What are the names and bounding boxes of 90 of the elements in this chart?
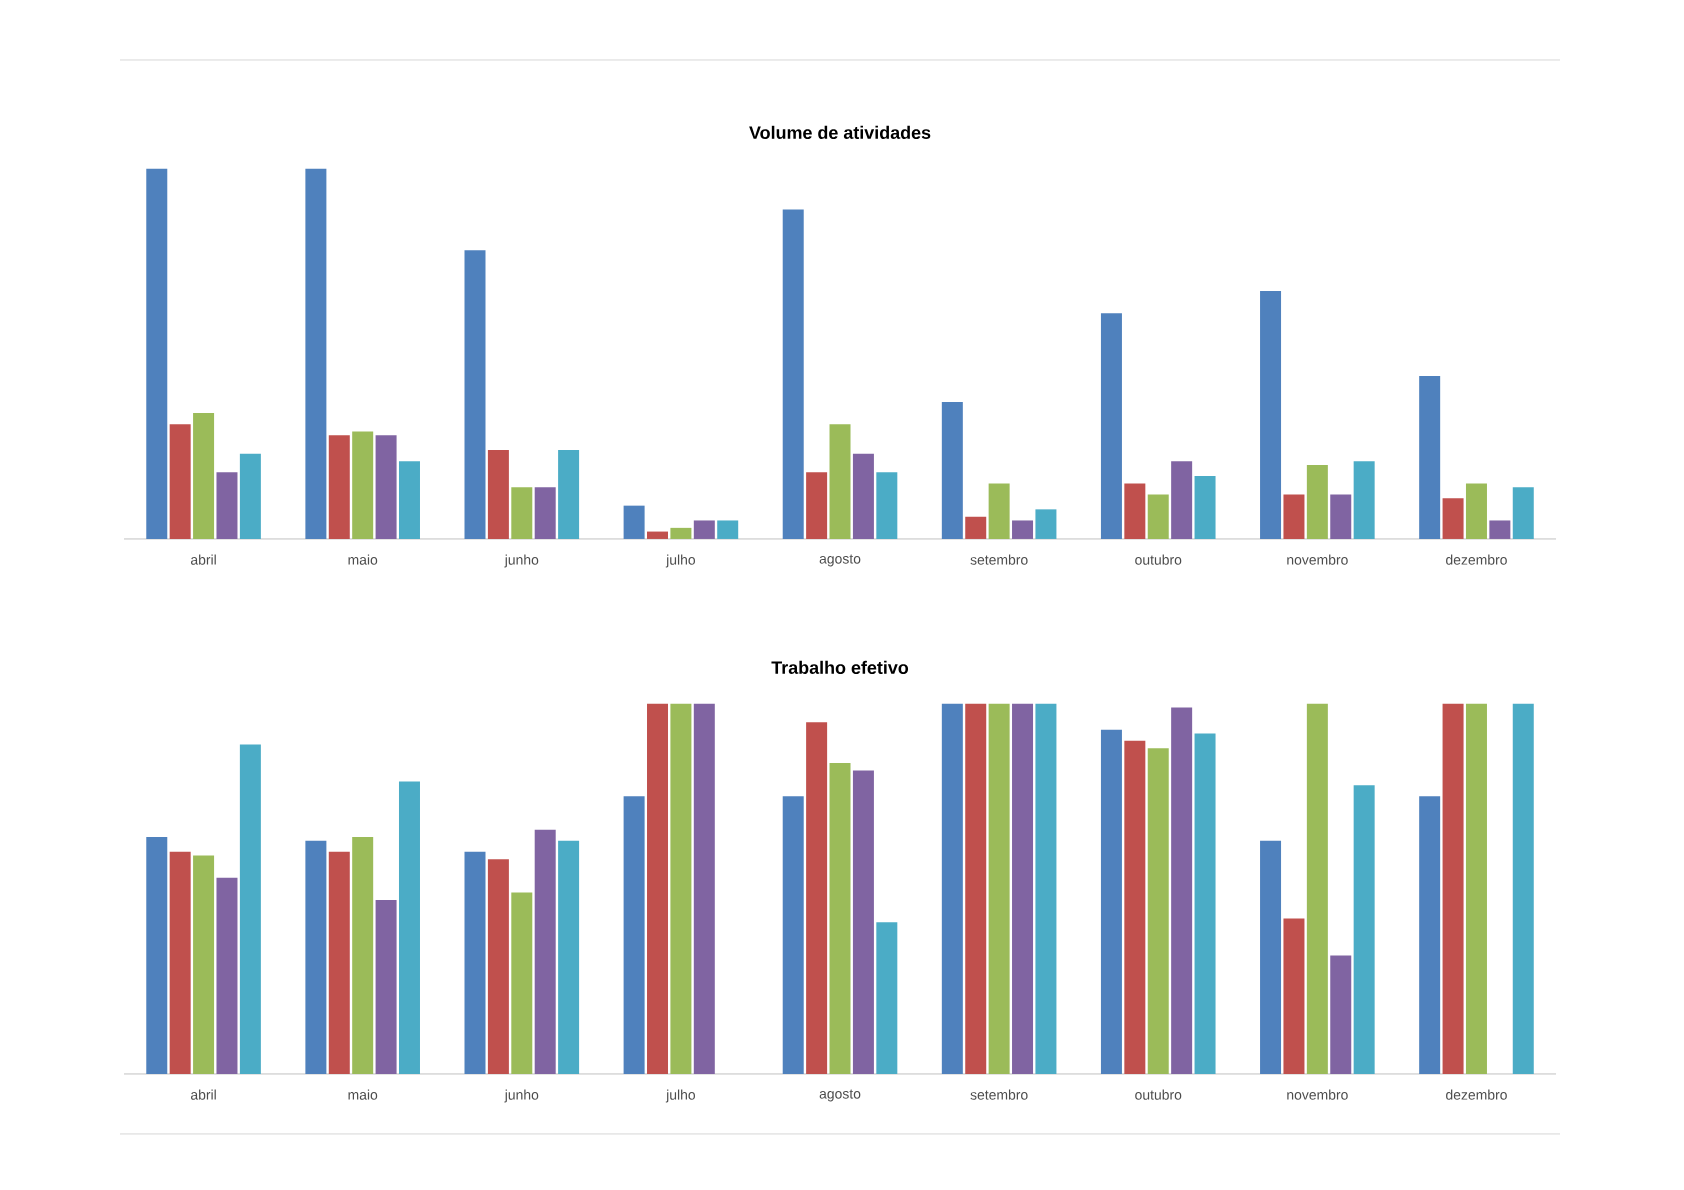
bar [1419,796,1441,1074]
bar [1171,707,1193,1074]
bar [1353,461,1375,539]
bar [375,899,397,1074]
bar [782,796,804,1074]
bar [1306,703,1328,1074]
bar [623,505,645,539]
bar [534,487,556,539]
bar [852,770,874,1074]
bar [487,450,509,539]
bar [239,453,261,539]
bar [534,829,556,1074]
bar [464,851,486,1074]
bar [1489,520,1511,539]
bar [1260,840,1282,1074]
bar [717,520,739,539]
bar [1353,785,1375,1074]
bar [1012,520,1034,539]
bar [511,892,533,1074]
bar [670,703,692,1074]
bar [1171,461,1193,539]
bar [829,763,851,1074]
bar [1035,703,1057,1074]
bar [623,796,645,1074]
bar [1512,487,1534,539]
bar [1330,955,1352,1074]
bar [1100,729,1122,1074]
bar [1306,464,1328,539]
bar [647,703,669,1074]
bar [1035,509,1057,539]
bar [782,209,804,539]
bar [806,472,828,539]
bar [876,472,898,539]
bar [558,840,580,1074]
bar [352,431,374,539]
bar [1283,494,1305,539]
bar [1442,703,1464,1074]
bar [806,722,828,1074]
bar [693,520,715,539]
chart-title: Volume de atividades [749,125,931,139]
bar [146,837,168,1074]
bar [239,744,261,1074]
bar [1419,376,1441,539]
bar [169,424,191,539]
bar [1012,703,1034,1074]
bar [647,531,669,539]
bar [193,855,215,1074]
bar [216,877,238,1074]
bar [988,483,1010,539]
bar [398,781,420,1074]
bar [169,851,191,1074]
bar [1260,290,1282,539]
bar [1124,483,1146,539]
bar [1512,703,1534,1074]
bar [216,472,238,539]
bar [328,435,350,539]
bar [965,703,987,1074]
bar [305,840,327,1074]
bar [328,851,350,1074]
bar [941,703,963,1074]
bar [1465,703,1487,1074]
bar [693,703,715,1074]
bar [487,859,509,1074]
bar [352,837,374,1074]
bar [965,516,987,539]
bar [1147,748,1169,1074]
bar [511,487,533,539]
bar [829,424,851,539]
bar [193,413,215,539]
bar [1283,918,1305,1074]
bar [1194,476,1216,539]
bar [1100,313,1122,539]
bar [375,435,397,539]
bar [1465,483,1487,539]
bar [146,168,168,539]
bar [558,450,580,539]
bar [1147,494,1169,539]
bar [464,250,486,539]
bar [876,922,898,1074]
bar [398,461,420,539]
bar [1194,733,1216,1074]
chart-title: Trabalho efetivo [771,660,909,674]
bar [305,168,327,539]
bar [670,527,692,539]
bar [1442,498,1464,539]
bar [941,402,963,539]
bar [988,703,1010,1074]
bar [852,453,874,539]
bar [1330,494,1352,539]
bar [1124,740,1146,1074]
